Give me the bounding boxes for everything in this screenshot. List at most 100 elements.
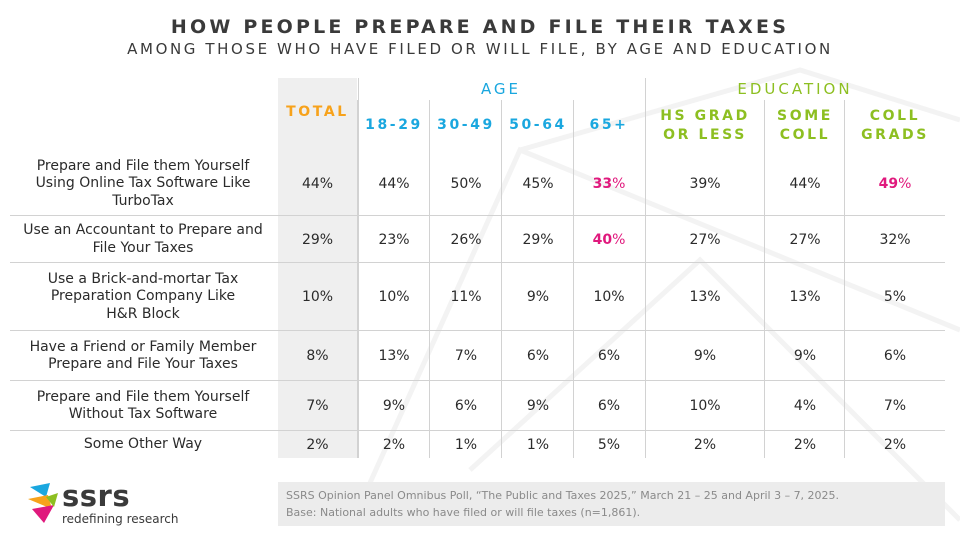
column-header-line: 30-49: [437, 117, 495, 133]
source-line-poll: SSRS Opinion Panel Omnibus Poll, “The Pu…: [286, 489, 840, 502]
value-cell: 45%: [522, 176, 554, 192]
value-cell: 10%: [689, 398, 721, 414]
row-label-line: Prepare and File Your Taxes: [48, 356, 238, 372]
value-cell: 1%: [526, 436, 550, 453]
value-cell: 13%: [689, 289, 721, 305]
chart-title: HOW PEOPLE PREPARE AND FILE THEIR TAXES: [170, 16, 790, 38]
value-cell: 8%: [306, 348, 329, 364]
row-label: Use an Accountant to Prepare and File You…: [10, 216, 276, 263]
row-label-text: Have a Friend or Family Member Prepare an…: [30, 339, 257, 374]
value-cell: 44%: [789, 176, 821, 192]
row-label-text: Use a Brick-and-mortar Tax Preparation Co…: [48, 271, 238, 324]
value-cell: 6%: [526, 348, 550, 364]
value-cell: 39%: [689, 176, 721, 192]
column-header-line: OR LESS: [663, 127, 747, 143]
logo-wordmark: ssrs: [62, 479, 131, 513]
value-cell: 10%: [593, 289, 625, 305]
total-column-background: [278, 78, 357, 458]
value-cell: 6%: [883, 348, 907, 364]
row-label-line: H&R Block: [106, 305, 180, 322]
value-cell: 6%: [454, 398, 478, 414]
row-divider: [10, 430, 945, 431]
column-header-line: COLL: [869, 108, 921, 124]
value-cell: 10%: [301, 289, 334, 305]
row-divider: [10, 215, 945, 216]
row-label: Prepare and File them Yourself Without Ta…: [10, 381, 276, 431]
value-cell: 2%: [693, 436, 717, 453]
value-cell: 29%: [522, 231, 554, 248]
row-label: Some Other Way: [10, 431, 276, 458]
value-cell: 7%: [454, 348, 478, 364]
logo-tagline: redefining research: [62, 512, 179, 526]
value-cell: 5%: [597, 436, 621, 453]
group-heading-age: AGE: [480, 80, 522, 98]
value-cell: 26%: [450, 231, 482, 248]
column-divider: [357, 100, 358, 458]
column-header: 18-29: [358, 116, 430, 135]
ssrs-logo: ssrs redefining research: [28, 479, 179, 528]
value-cell: 9%: [793, 348, 817, 364]
column-header: TOTAL: [278, 103, 357, 122]
row-label-line: Use an Accountant to Prepare and: [23, 222, 263, 238]
value-cell: 27%: [689, 231, 721, 248]
value-cell: 4%: [793, 398, 817, 414]
row-label-line: File Your Taxes: [92, 239, 194, 256]
row-label-line: TurboTax: [112, 192, 174, 209]
column-divider: [358, 78, 359, 458]
column-header-line: GRADS: [861, 127, 929, 143]
column-divider: [429, 100, 430, 458]
column-header: COLL GRADS: [845, 107, 945, 145]
value-cell: 29%: [301, 231, 334, 248]
value-cell: 32%: [879, 231, 911, 248]
column-divider: [764, 100, 765, 458]
value-cell: 44%: [378, 176, 410, 192]
value-cell: 5%: [883, 289, 907, 305]
column-header: HS GRAD OR LESS: [645, 107, 765, 145]
ssrs-logo-mark: [28, 483, 58, 523]
source-note: SSRS Opinion Panel Omnibus Poll, “The Pu…: [278, 482, 945, 526]
value-cell: 13%: [789, 289, 821, 305]
column-header-line: 18-29: [365, 117, 423, 133]
column-header: 65+: [574, 116, 644, 135]
row-label: Prepare and File them Yourself Using Onli…: [10, 152, 276, 216]
row-label-text: Use an Accountant to Prepare and File You…: [23, 222, 263, 257]
row-label: Use a Brick-and-mortar Tax Preparation Co…: [10, 263, 276, 331]
value-cell-highlighted: 49%: [878, 176, 912, 192]
value-cell: 10%: [378, 289, 410, 305]
column-divider: [573, 100, 574, 458]
row-label-line: Some Other Way: [83, 435, 203, 452]
column-header-line: SOME: [777, 108, 833, 124]
column-divider: [501, 100, 502, 458]
value-cell: 27%: [789, 231, 821, 248]
row-label-line: Have a Friend or Family Member: [29, 338, 257, 355]
row-label-line: Preparation Company Like: [50, 288, 236, 305]
value-cell: 2%: [883, 436, 907, 453]
column-header: 30-49: [430, 116, 502, 135]
value-cell: 2%: [382, 436, 406, 453]
row-label-line: Prepare and File them Yourself: [36, 388, 250, 405]
column-divider: [645, 78, 646, 458]
value-cell: 11%: [450, 289, 482, 305]
column-header: 50-64: [502, 116, 574, 135]
value-cell: 9%: [526, 289, 550, 305]
value-cell: 1%: [454, 436, 478, 453]
value-cell: 2%: [306, 436, 329, 453]
source-line-base: Base: National adults who have filed or …: [286, 506, 641, 519]
value-cell: 7%: [883, 398, 907, 414]
value-cell: 50%: [450, 176, 482, 192]
row-label-line: Prepare and File them Yourself: [36, 157, 250, 174]
value-cell: 6%: [597, 398, 621, 414]
column-divider: [844, 100, 845, 458]
value-cell: 6%: [597, 348, 621, 364]
group-heading-education: EDUCATION: [737, 80, 853, 98]
column-header-line: COLL: [779, 127, 831, 143]
row-divider: [10, 330, 945, 331]
row-divider: [10, 262, 945, 263]
column-header-line: 65+: [589, 117, 629, 133]
column-header-line: 50-64: [509, 117, 567, 133]
value-cell: 7%: [306, 398, 329, 414]
value-cell: 13%: [378, 348, 410, 364]
column-header-line: TOTAL: [286, 104, 349, 120]
row-label-line: Use a Brick-and-mortar Tax: [47, 270, 239, 287]
row-label-line: Without Tax Software: [68, 406, 218, 422]
